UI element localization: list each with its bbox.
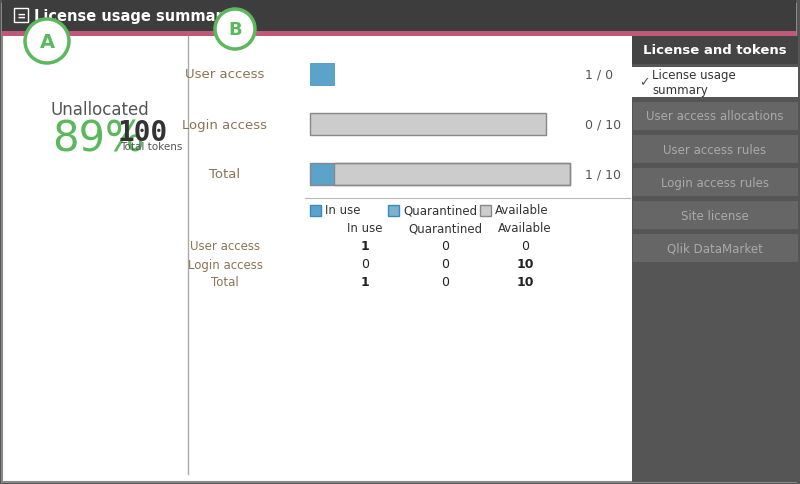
Bar: [388, 205, 399, 216]
Bar: [310, 114, 546, 136]
Bar: [633, 103, 798, 131]
Text: Unallocated: Unallocated: [50, 101, 150, 119]
Text: Login access: Login access: [187, 258, 262, 271]
Text: 1: 1: [361, 276, 370, 289]
Text: 0: 0: [441, 240, 449, 253]
Bar: [310, 205, 321, 216]
Text: Qlik DataMarket: Qlik DataMarket: [667, 242, 763, 255]
Text: License usage
summary: License usage summary: [652, 69, 736, 97]
Text: ✓: ✓: [638, 76, 650, 90]
Text: 10: 10: [516, 276, 534, 289]
Bar: [633, 201, 798, 229]
Bar: [633, 235, 798, 262]
Text: =: =: [18, 10, 25, 22]
Text: 1: 1: [361, 240, 370, 253]
Text: B: B: [228, 21, 242, 39]
Text: User access: User access: [190, 240, 260, 253]
Text: User access allocations: User access allocations: [646, 110, 784, 123]
Text: 0: 0: [441, 276, 449, 289]
Bar: [334, 164, 570, 186]
Text: In use: In use: [325, 204, 361, 217]
Text: Total: Total: [211, 276, 239, 289]
Bar: [310, 164, 570, 186]
Text: Login access rules: Login access rules: [661, 176, 769, 189]
Bar: [633, 136, 798, 164]
Text: A: A: [39, 32, 54, 51]
Bar: [632, 37, 798, 65]
Bar: [310, 164, 334, 186]
Text: Quarantined: Quarantined: [403, 204, 477, 217]
Text: User access rules: User access rules: [663, 143, 766, 156]
Bar: [633, 168, 798, 197]
Text: Quarantined: Quarantined: [408, 222, 482, 235]
Text: 0: 0: [441, 258, 449, 271]
Bar: [2, 0, 796, 32]
Text: 0: 0: [521, 240, 529, 253]
Text: In use: In use: [347, 222, 382, 235]
Circle shape: [215, 10, 255, 50]
Text: License usage summary: License usage summary: [34, 9, 232, 23]
Text: 10: 10: [516, 258, 534, 271]
Text: 0: 0: [361, 258, 369, 271]
Text: Total tokens: Total tokens: [120, 142, 182, 151]
Text: License and tokens: License and tokens: [643, 45, 787, 58]
Circle shape: [25, 20, 69, 64]
Text: 1 / 10: 1 / 10: [585, 168, 621, 181]
Bar: [632, 37, 798, 482]
Text: Available: Available: [495, 204, 549, 217]
Text: Available: Available: [498, 222, 552, 235]
Text: User access: User access: [186, 68, 265, 81]
Text: 1 / 0: 1 / 0: [585, 68, 613, 81]
Bar: [310, 64, 334, 86]
Bar: [480, 205, 491, 216]
Bar: [2, 32, 796, 37]
Text: Login access: Login access: [182, 118, 267, 131]
Text: 100: 100: [118, 119, 168, 147]
Bar: [14, 9, 28, 23]
Text: 0 / 10: 0 / 10: [585, 118, 621, 131]
Text: Site license: Site license: [681, 209, 749, 222]
Text: 89%: 89%: [52, 119, 145, 161]
Text: Total: Total: [210, 168, 241, 181]
Bar: [632, 68, 798, 98]
